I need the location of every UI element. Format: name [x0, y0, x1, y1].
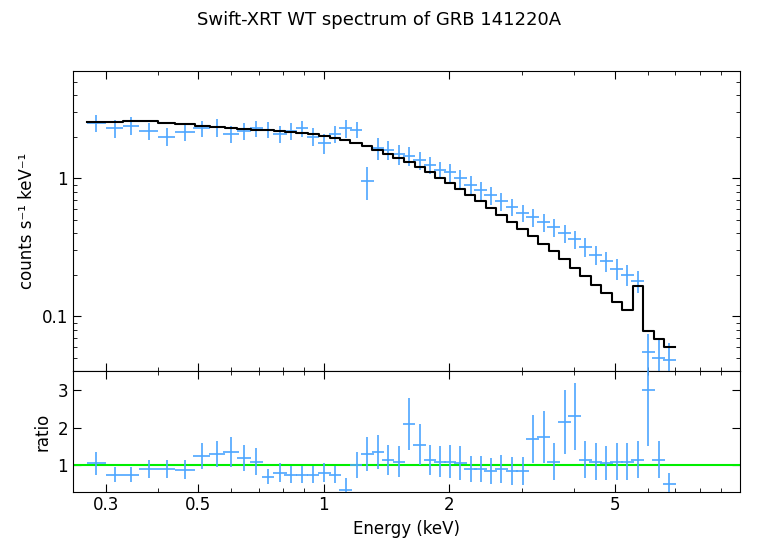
Text: Swift-XRT WT spectrum of GRB 141220A: Swift-XRT WT spectrum of GRB 141220A: [197, 11, 561, 29]
X-axis label: Energy (keV): Energy (keV): [353, 520, 460, 538]
Y-axis label: counts s⁻¹ keV⁻¹: counts s⁻¹ keV⁻¹: [18, 153, 36, 289]
Y-axis label: ratio: ratio: [34, 413, 52, 450]
